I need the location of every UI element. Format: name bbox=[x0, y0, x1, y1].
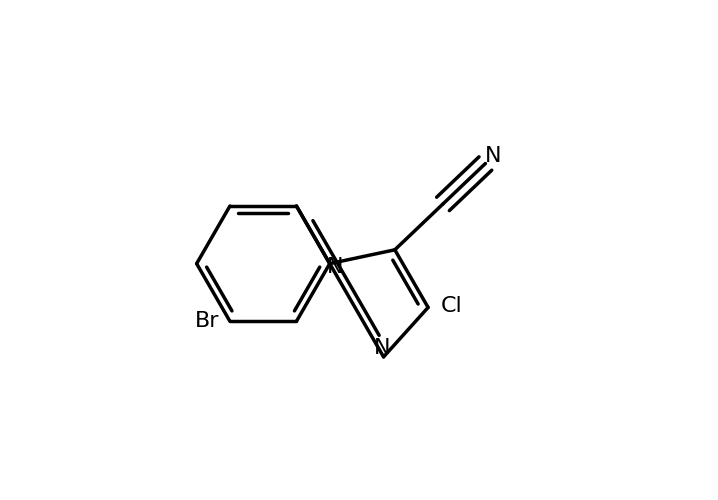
Text: N: N bbox=[327, 258, 343, 278]
Text: Cl: Cl bbox=[440, 296, 462, 316]
Text: Br: Br bbox=[195, 312, 220, 332]
Text: N: N bbox=[485, 146, 501, 166]
Text: N: N bbox=[373, 338, 390, 358]
